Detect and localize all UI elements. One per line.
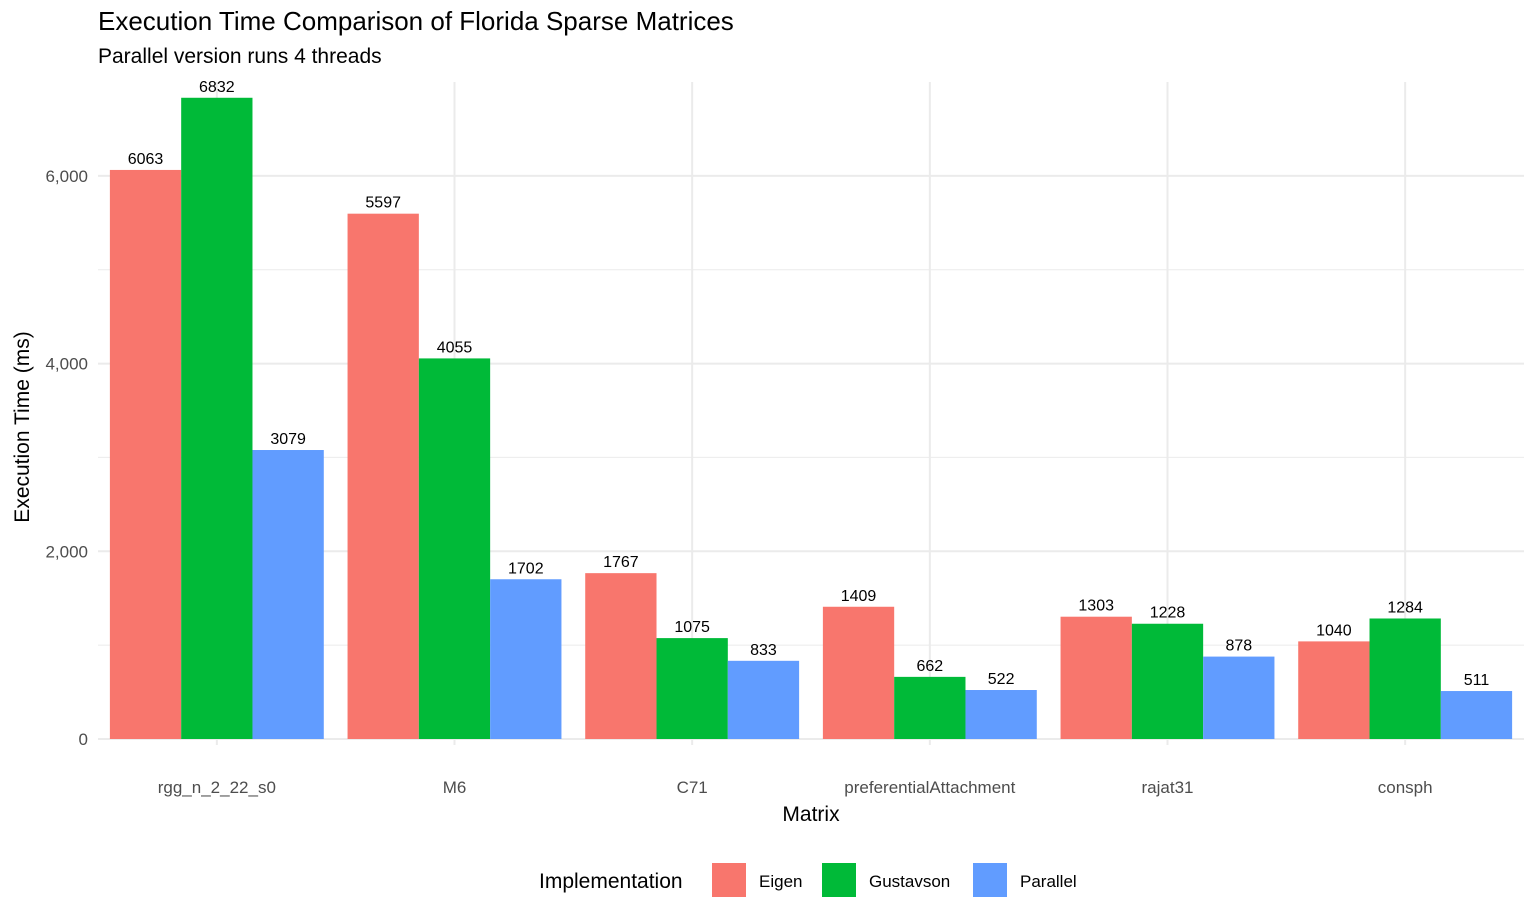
y-axis-ticks: 0 2,000 4,000 6,000 (45, 167, 88, 749)
bar (656, 638, 728, 739)
bar (347, 213, 419, 739)
x-tick-label: rajat31 (1142, 778, 1194, 797)
bar (585, 573, 657, 739)
chart-title: Execution Time Comparison of Florida Spa… (98, 6, 734, 36)
legend-swatch (712, 863, 746, 897)
data-label: 1409 (841, 588, 877, 605)
bar (1298, 641, 1370, 739)
bar (1440, 691, 1513, 739)
legend: Implementation Eigen Gustavson Parallel (539, 863, 1077, 897)
x-axis-title: Matrix (782, 803, 840, 826)
y-tick-label: 4,000 (45, 355, 88, 374)
y-tick-label: 0 (79, 730, 88, 749)
legend-label: Parallel (1020, 872, 1077, 891)
data-label: 878 (1225, 638, 1252, 655)
data-label: 522 (988, 671, 1015, 688)
y-tick-label: 6,000 (45, 167, 88, 186)
y-tick-label: 2,000 (45, 542, 88, 561)
legend-swatch (822, 863, 856, 897)
bar (727, 660, 800, 739)
bar (1203, 656, 1275, 739)
bar (965, 690, 1037, 739)
data-label: 1303 (1078, 598, 1114, 615)
legend-title: Implementation (539, 870, 683, 893)
data-label: 833 (750, 642, 777, 659)
data-label: 1228 (1150, 605, 1186, 622)
bar (1369, 618, 1441, 739)
bar (109, 169, 182, 739)
x-tick-label: consph (1378, 778, 1433, 797)
chart-subtitle: Parallel version runs 4 threads (98, 45, 382, 68)
data-label: 662 (916, 658, 943, 675)
bar (181, 97, 253, 739)
x-tick-label: rgg_n_2_22_s0 (158, 778, 276, 797)
y-axis-title: Execution Time (ms) (11, 331, 34, 522)
x-axis-ticks: rgg_n_2_22_s0 M6 C71 preferentialAttachment… (158, 778, 1433, 797)
data-label: 6832 (199, 79, 235, 96)
data-label: 5597 (365, 195, 401, 212)
bar (1060, 616, 1132, 739)
x-tick-label: M6 (443, 778, 467, 797)
bar (418, 358, 491, 739)
data-label: 4055 (437, 339, 473, 356)
data-label: 511 (1464, 672, 1490, 689)
legend-swatch (973, 863, 1007, 897)
data-label: 1767 (603, 554, 639, 571)
bar (894, 676, 966, 739)
legend-label: Gustavson (869, 872, 950, 891)
bars (109, 97, 1513, 739)
x-tick-label: C71 (677, 778, 708, 797)
data-label: 1040 (1316, 622, 1352, 639)
data-label: 1284 (1387, 599, 1423, 616)
legend-label: Eigen (759, 872, 802, 891)
data-label: 6063 (128, 151, 164, 168)
data-label: 1702 (508, 560, 544, 577)
x-tick-label: preferentialAttachment (844, 778, 1015, 797)
bar (1131, 623, 1204, 739)
data-label: 3079 (270, 431, 306, 448)
bar (822, 606, 895, 739)
bar (252, 450, 324, 739)
bar (490, 579, 562, 739)
data-labels: 6063 6832 3079 5597 4055 1702 1767 1075 833 1409 6… (128, 79, 1490, 689)
data-label: 1075 (674, 619, 710, 636)
